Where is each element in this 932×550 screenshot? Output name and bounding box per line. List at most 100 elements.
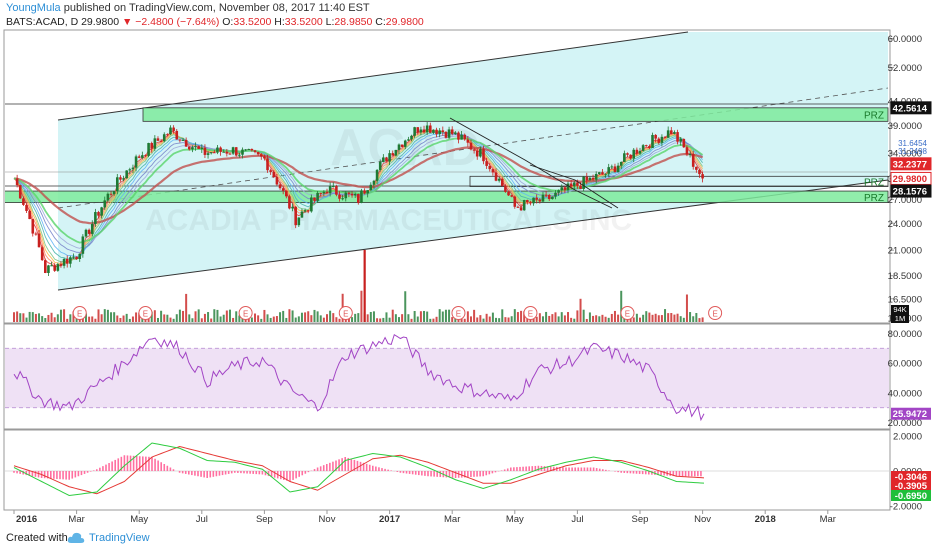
candle-body [491,169,495,173]
volume-bar [210,318,213,322]
volume-bar [257,315,260,322]
volume-bar [366,314,369,322]
volume-bar [188,314,191,322]
macd-histogram-bar [218,471,221,476]
macd-histogram-bar [22,471,24,475]
macd-histogram-bar [602,469,604,471]
macd-histogram-bar [660,471,662,476]
candle-body [594,173,598,180]
prz-zone-3 [469,175,889,187]
candle-body [100,207,103,216]
macd-histogram-bar [433,471,435,477]
candle-body [241,149,244,155]
volume-bar [260,318,263,322]
macd-histogram-bar [617,471,619,473]
macd-histogram-bar [626,471,629,474]
earnings-marker-label: E [343,310,348,319]
candle-body [601,172,604,175]
candle-body [428,125,432,133]
macd-histogram-bar [151,457,153,471]
candle-body [238,154,241,156]
volume-bar [463,318,466,322]
candle-body [629,154,632,159]
candle-body [651,134,654,148]
volume-bar [601,314,604,322]
macd-histogram-bar [672,471,675,477]
candle-body [228,153,232,155]
candle-body [159,140,163,142]
macd-histogram-bar [503,469,506,471]
open-value: 33.5200 [233,16,272,28]
volume-bar [110,312,113,322]
candle-body [187,146,191,150]
macd-histogram-bar [543,466,546,471]
macd-histogram-bar [451,471,454,478]
macd-histogram-bar [234,471,236,473]
rsi-panel[interactable] [3,323,891,430]
candle-body [263,156,266,159]
macd-histogram-bar [19,471,21,474]
candle-body [22,198,25,205]
candle-body [269,170,272,172]
author-link[interactable]: YoungMula [6,2,61,14]
candle-body [444,131,448,138]
macd-axis-label: 2.0000 [893,432,922,443]
candle-body [69,257,72,264]
candle-body [94,212,97,224]
candle-body [391,153,395,156]
candle-body [347,192,351,194]
candle-body [635,149,639,154]
volume-bar [645,311,648,322]
macd-histogram-bar [326,464,328,471]
volume-bar [69,314,72,322]
volume-bar [535,316,538,322]
macd-histogram-bar [531,466,534,471]
candle-body [657,138,661,143]
candle-body [670,130,673,134]
macd-histogram-bar [132,455,135,471]
volume-bar [94,318,97,322]
macd-histogram-bar [246,471,248,474]
macd-histogram-bar [335,460,337,471]
macd-histogram-bar [89,471,92,472]
candle-body [194,146,197,148]
time-axis-label: Jul [571,514,583,525]
candle-body [87,229,91,234]
macd-histogram-bar [580,467,583,471]
candle-body [162,134,166,142]
volume-bar [304,312,307,322]
macd-histogram-bar [430,471,432,477]
macd-histogram-bar [25,471,28,476]
volume-bar [250,317,253,322]
candle-body [422,129,426,133]
volume-bar [222,314,225,322]
macd-histogram-bar [445,471,448,478]
macd-histogram-bar [513,467,515,471]
macd-histogram-bar [485,471,488,476]
prz-zone-2 [5,190,889,203]
volume-bar [560,312,563,322]
rsi-line [13,333,705,422]
volume-bar [639,317,641,322]
price-axis-label: 60.0000 [888,34,922,45]
time-axis-label: Mar [444,514,460,525]
macd-histogram-bar [188,471,190,475]
volume-bar [582,309,585,322]
macd-histogram-bar [669,471,672,476]
volume-bar [156,317,159,322]
candle-body [306,210,310,212]
macd-histogram-bar [350,458,353,471]
candle-body [632,149,636,159]
candle-body [695,166,698,170]
volume-bar [679,316,682,322]
candle-body [378,161,382,170]
tradingview-brand[interactable]: TradingView [89,532,150,544]
volume-bar [266,314,269,322]
macd-histogram-bar [700,471,702,477]
watermark-company: ACADIA PHARMACEUTICALS INC [145,204,632,237]
macd-histogram-bar [28,471,31,476]
volume-bar [557,316,560,322]
macd-histogram-bar [470,471,472,478]
volume-bar [106,309,109,322]
